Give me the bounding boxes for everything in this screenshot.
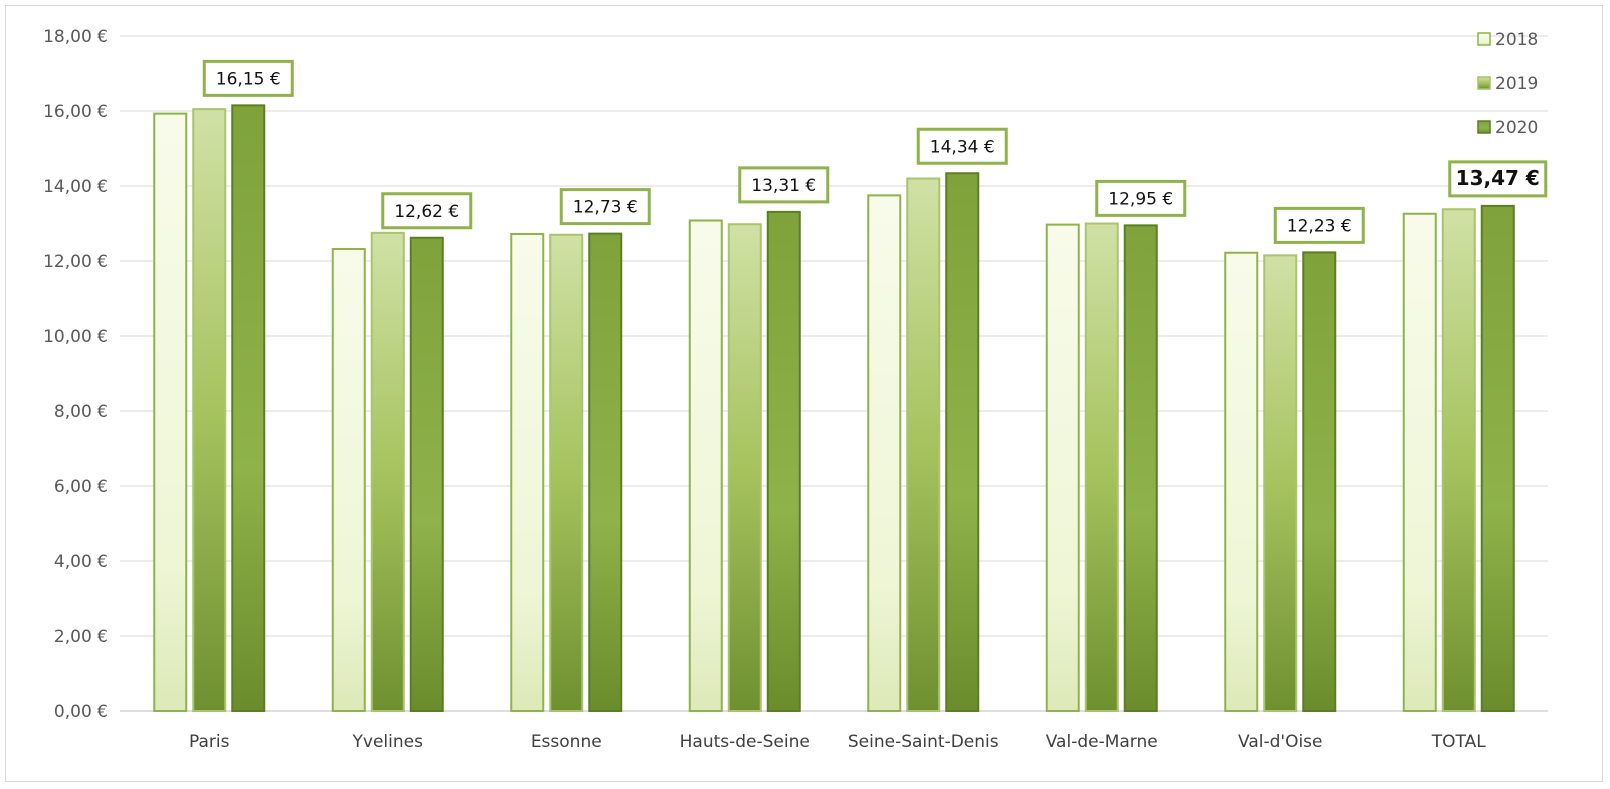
bars [153,104,1515,712]
bar-2020 [945,172,980,712]
x-axis: Paris Yvelines Essonne Hauts-de-Seine Seine-… [189,732,1486,752]
y-tick-label: 12,00 € [43,252,108,272]
category-label: Hauts-de-Seine [680,732,810,752]
bar-2018 [688,219,723,712]
bar-2018 [1402,212,1437,712]
y-tick-label: 14,00 € [43,177,108,197]
data-label: 12,62 € [394,202,459,222]
bar-2020 [1480,204,1515,712]
bar-2018 [1224,251,1259,712]
legend-swatch-2020 [1477,120,1491,134]
bar-2019 [1441,208,1476,712]
chart-frame [5,5,1603,782]
data-label: 13,47 € [1456,166,1540,190]
bar-2020 [231,104,266,712]
legend-label: 2020 [1495,118,1538,138]
data-label-box [381,192,473,230]
category-label: Yvelines [352,732,424,752]
data-label-box [1273,206,1365,244]
y-tick-label: 2,00 € [54,627,108,647]
bar-2019 [727,223,762,712]
y-axis: 0,00 € 2,00 € 4,00 € 6,00 € 8,00 € 10,00 € 12,… [43,27,108,722]
data-label-box [738,166,830,204]
bar-2020 [588,232,623,712]
category-label: Essonne [531,732,602,752]
data-label: 13,31 € [751,176,816,196]
data-label-box [916,127,1008,165]
bar-2020 [1302,251,1337,712]
data-label-box [1448,160,1548,198]
bar-2019 [1263,254,1298,712]
data-label-box [202,59,294,97]
y-tick-label: 8,00 € [54,402,108,422]
bar-2020 [409,236,444,712]
legend-swatch-2019 [1477,76,1491,90]
category-label: Val-de-Marne [1046,732,1158,752]
category-label: Paris [189,732,230,752]
bar-2019 [1084,222,1119,712]
legend-swatch-2018 [1477,32,1491,46]
y-tick-label: 18,00 € [43,27,108,47]
bar-2020 [1123,224,1158,712]
category-label: Val-d'Oise [1238,732,1322,752]
bar-2020 [766,210,801,712]
bar-2019 [192,108,227,712]
data-label: 16,15 € [216,69,281,89]
category-label: Seine-Saint-Denis [848,732,999,752]
data-label: 12,73 € [573,198,638,218]
y-tick-label: 6,00 € [54,477,108,497]
y-tick-label: 4,00 € [54,552,108,572]
y-tick-label: 16,00 € [43,102,108,122]
legend-label: 2018 [1495,30,1538,50]
data-label-box [559,188,651,226]
category-label: TOTAL [1431,732,1486,752]
bar-2018 [153,112,188,712]
bar-2018 [331,248,366,712]
bar-2018 [510,233,545,712]
data-labels: 16,15 € 12,62 € 12,73 € 13,31 € 14,34 € 12,95… [202,59,1548,244]
data-label: 14,34 € [930,137,995,157]
data-label: 12,95 € [1108,189,1173,209]
data-label: 12,23 € [1287,216,1352,236]
bar-2019 [549,233,584,712]
bar-2018 [1045,223,1080,712]
y-tick-label: 0,00 € [54,702,108,722]
bar-2019 [906,177,941,712]
bar-2018 [867,194,902,712]
bar-2019 [370,231,405,712]
legend: 2018 2019 2020 [1477,30,1538,138]
legend-label: 2019 [1495,74,1538,94]
y-tick-label: 10,00 € [43,327,108,347]
data-label-box [1095,179,1187,217]
